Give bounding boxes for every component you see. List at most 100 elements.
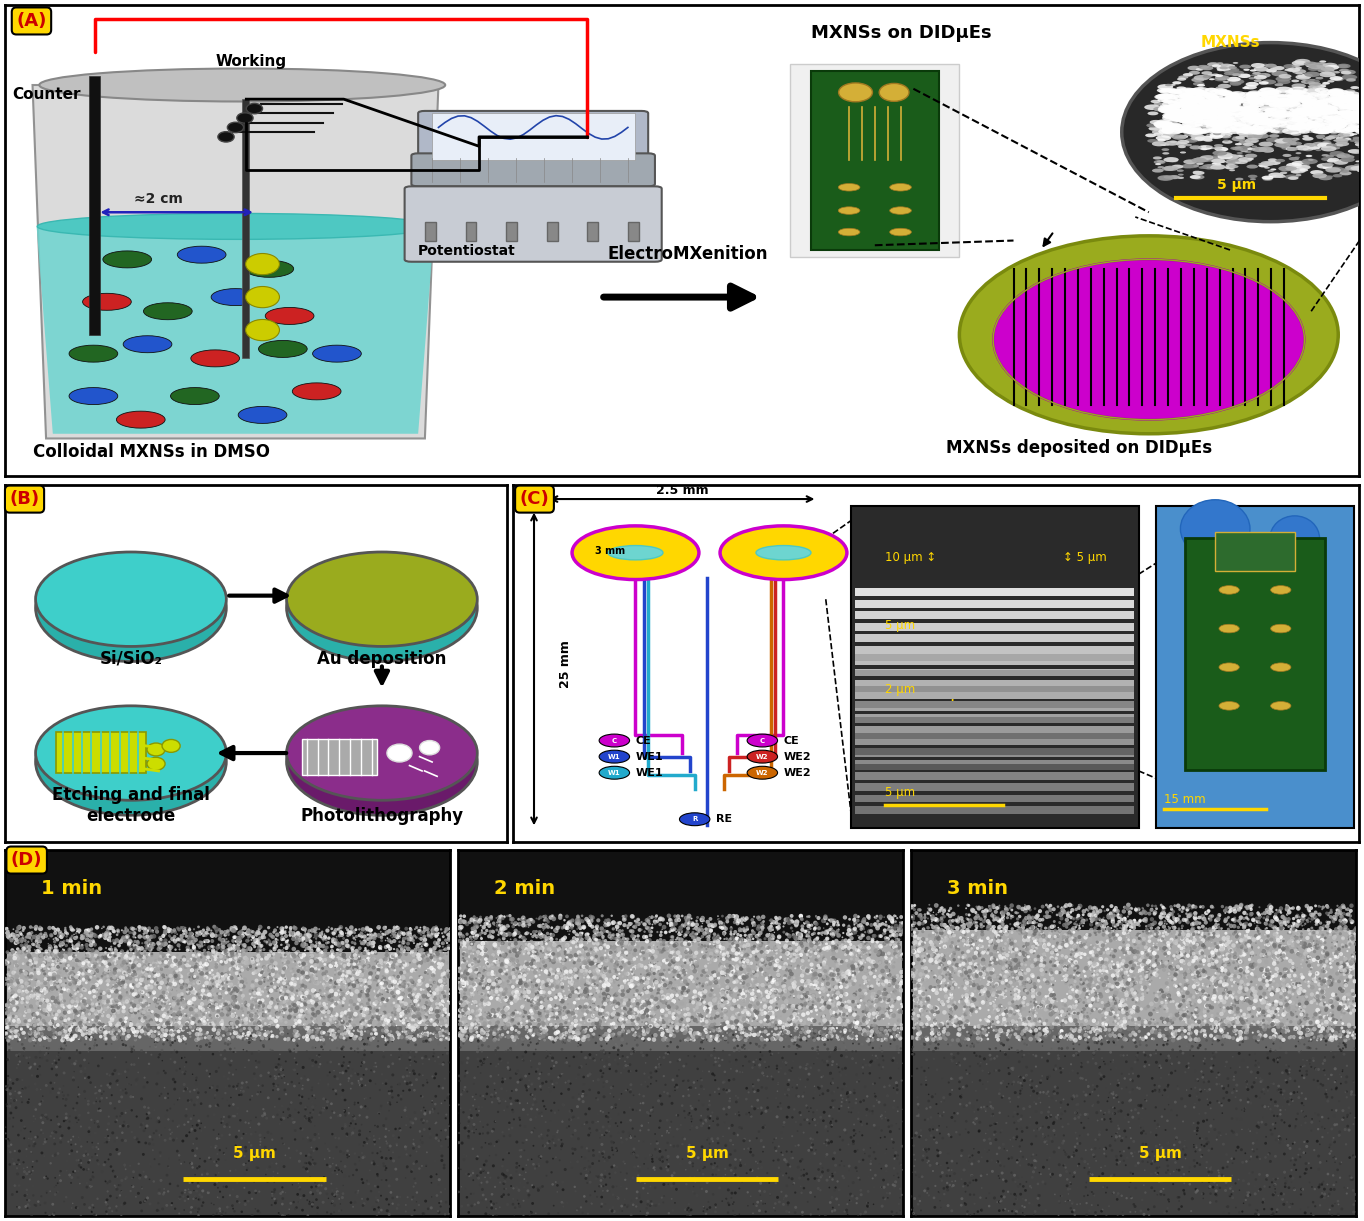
Point — [989, 1201, 1011, 1221]
Point — [1140, 966, 1162, 985]
Point — [993, 1200, 1015, 1220]
Point — [115, 1062, 136, 1082]
Point — [1004, 1024, 1026, 1044]
Point — [80, 1007, 102, 1027]
Point — [1054, 1101, 1076, 1121]
Point — [664, 906, 686, 926]
Point — [666, 1009, 687, 1028]
Point — [239, 1183, 261, 1203]
Point — [704, 1071, 726, 1090]
Point — [64, 1001, 86, 1021]
Point — [1052, 1117, 1073, 1137]
Point — [1192, 974, 1214, 994]
Point — [295, 995, 316, 1015]
Point — [0, 949, 20, 968]
Point — [1318, 954, 1339, 973]
Point — [220, 945, 241, 965]
Point — [83, 934, 105, 954]
Point — [907, 1098, 929, 1117]
Point — [707, 1027, 728, 1046]
Point — [797, 961, 818, 980]
Point — [930, 923, 952, 943]
Circle shape — [1350, 122, 1364, 128]
Point — [533, 1021, 555, 1040]
Point — [1151, 904, 1173, 923]
Point — [914, 1110, 936, 1129]
Point — [1136, 955, 1158, 974]
Point — [772, 996, 794, 1016]
Point — [509, 1004, 531, 1023]
Point — [334, 1002, 356, 1022]
Point — [108, 977, 130, 996]
Point — [662, 1070, 683, 1089]
Point — [506, 958, 528, 978]
Point — [1315, 1012, 1337, 1032]
Point — [241, 1010, 263, 1029]
Point — [660, 979, 682, 999]
Point — [652, 1148, 674, 1167]
Point — [720, 918, 742, 938]
Point — [922, 939, 944, 958]
Point — [788, 978, 810, 998]
Point — [303, 1085, 325, 1105]
Point — [1247, 1062, 1269, 1082]
Point — [308, 1176, 330, 1195]
Point — [23, 940, 45, 960]
Point — [280, 1095, 301, 1115]
Point — [411, 940, 432, 960]
Point — [321, 956, 342, 976]
Point — [340, 1026, 361, 1045]
Point — [956, 1002, 978, 1022]
Point — [1168, 919, 1189, 939]
Point — [716, 955, 738, 974]
Point — [157, 984, 179, 1004]
Point — [850, 989, 872, 1009]
Point — [102, 1026, 124, 1045]
Point — [1076, 957, 1098, 977]
Point — [761, 941, 783, 961]
Point — [745, 1034, 767, 1054]
Point — [989, 911, 1011, 930]
Point — [1154, 1000, 1176, 1020]
Point — [934, 982, 956, 1001]
Point — [462, 1013, 484, 1033]
Point — [57, 1023, 79, 1043]
Point — [151, 934, 173, 954]
Point — [850, 1184, 872, 1204]
Point — [326, 955, 348, 974]
Point — [1224, 917, 1245, 937]
Point — [123, 927, 145, 946]
Point — [367, 1001, 389, 1021]
Point — [427, 1028, 449, 1048]
Point — [98, 1022, 120, 1042]
Point — [490, 993, 512, 1012]
Point — [315, 1001, 337, 1021]
Point — [1003, 996, 1024, 1016]
Point — [154, 934, 176, 954]
Point — [844, 985, 866, 1005]
Point — [240, 1117, 262, 1137]
Point — [1345, 995, 1364, 1015]
Point — [1229, 1022, 1251, 1042]
Point — [209, 926, 231, 945]
Point — [10, 978, 31, 998]
Point — [685, 929, 707, 949]
Point — [1207, 1032, 1229, 1051]
Point — [379, 954, 401, 973]
Point — [1146, 937, 1168, 956]
Point — [184, 1081, 206, 1100]
Circle shape — [1260, 126, 1267, 129]
Point — [544, 921, 566, 940]
Point — [1324, 904, 1346, 923]
Point — [783, 1100, 805, 1120]
Point — [1078, 960, 1099, 979]
Point — [187, 984, 209, 1004]
Point — [461, 957, 483, 977]
Point — [340, 1021, 361, 1040]
Circle shape — [1285, 90, 1294, 93]
Point — [649, 965, 671, 984]
Point — [102, 918, 124, 938]
Point — [978, 1140, 1000, 1160]
Point — [792, 1160, 814, 1179]
Point — [636, 1016, 657, 1035]
